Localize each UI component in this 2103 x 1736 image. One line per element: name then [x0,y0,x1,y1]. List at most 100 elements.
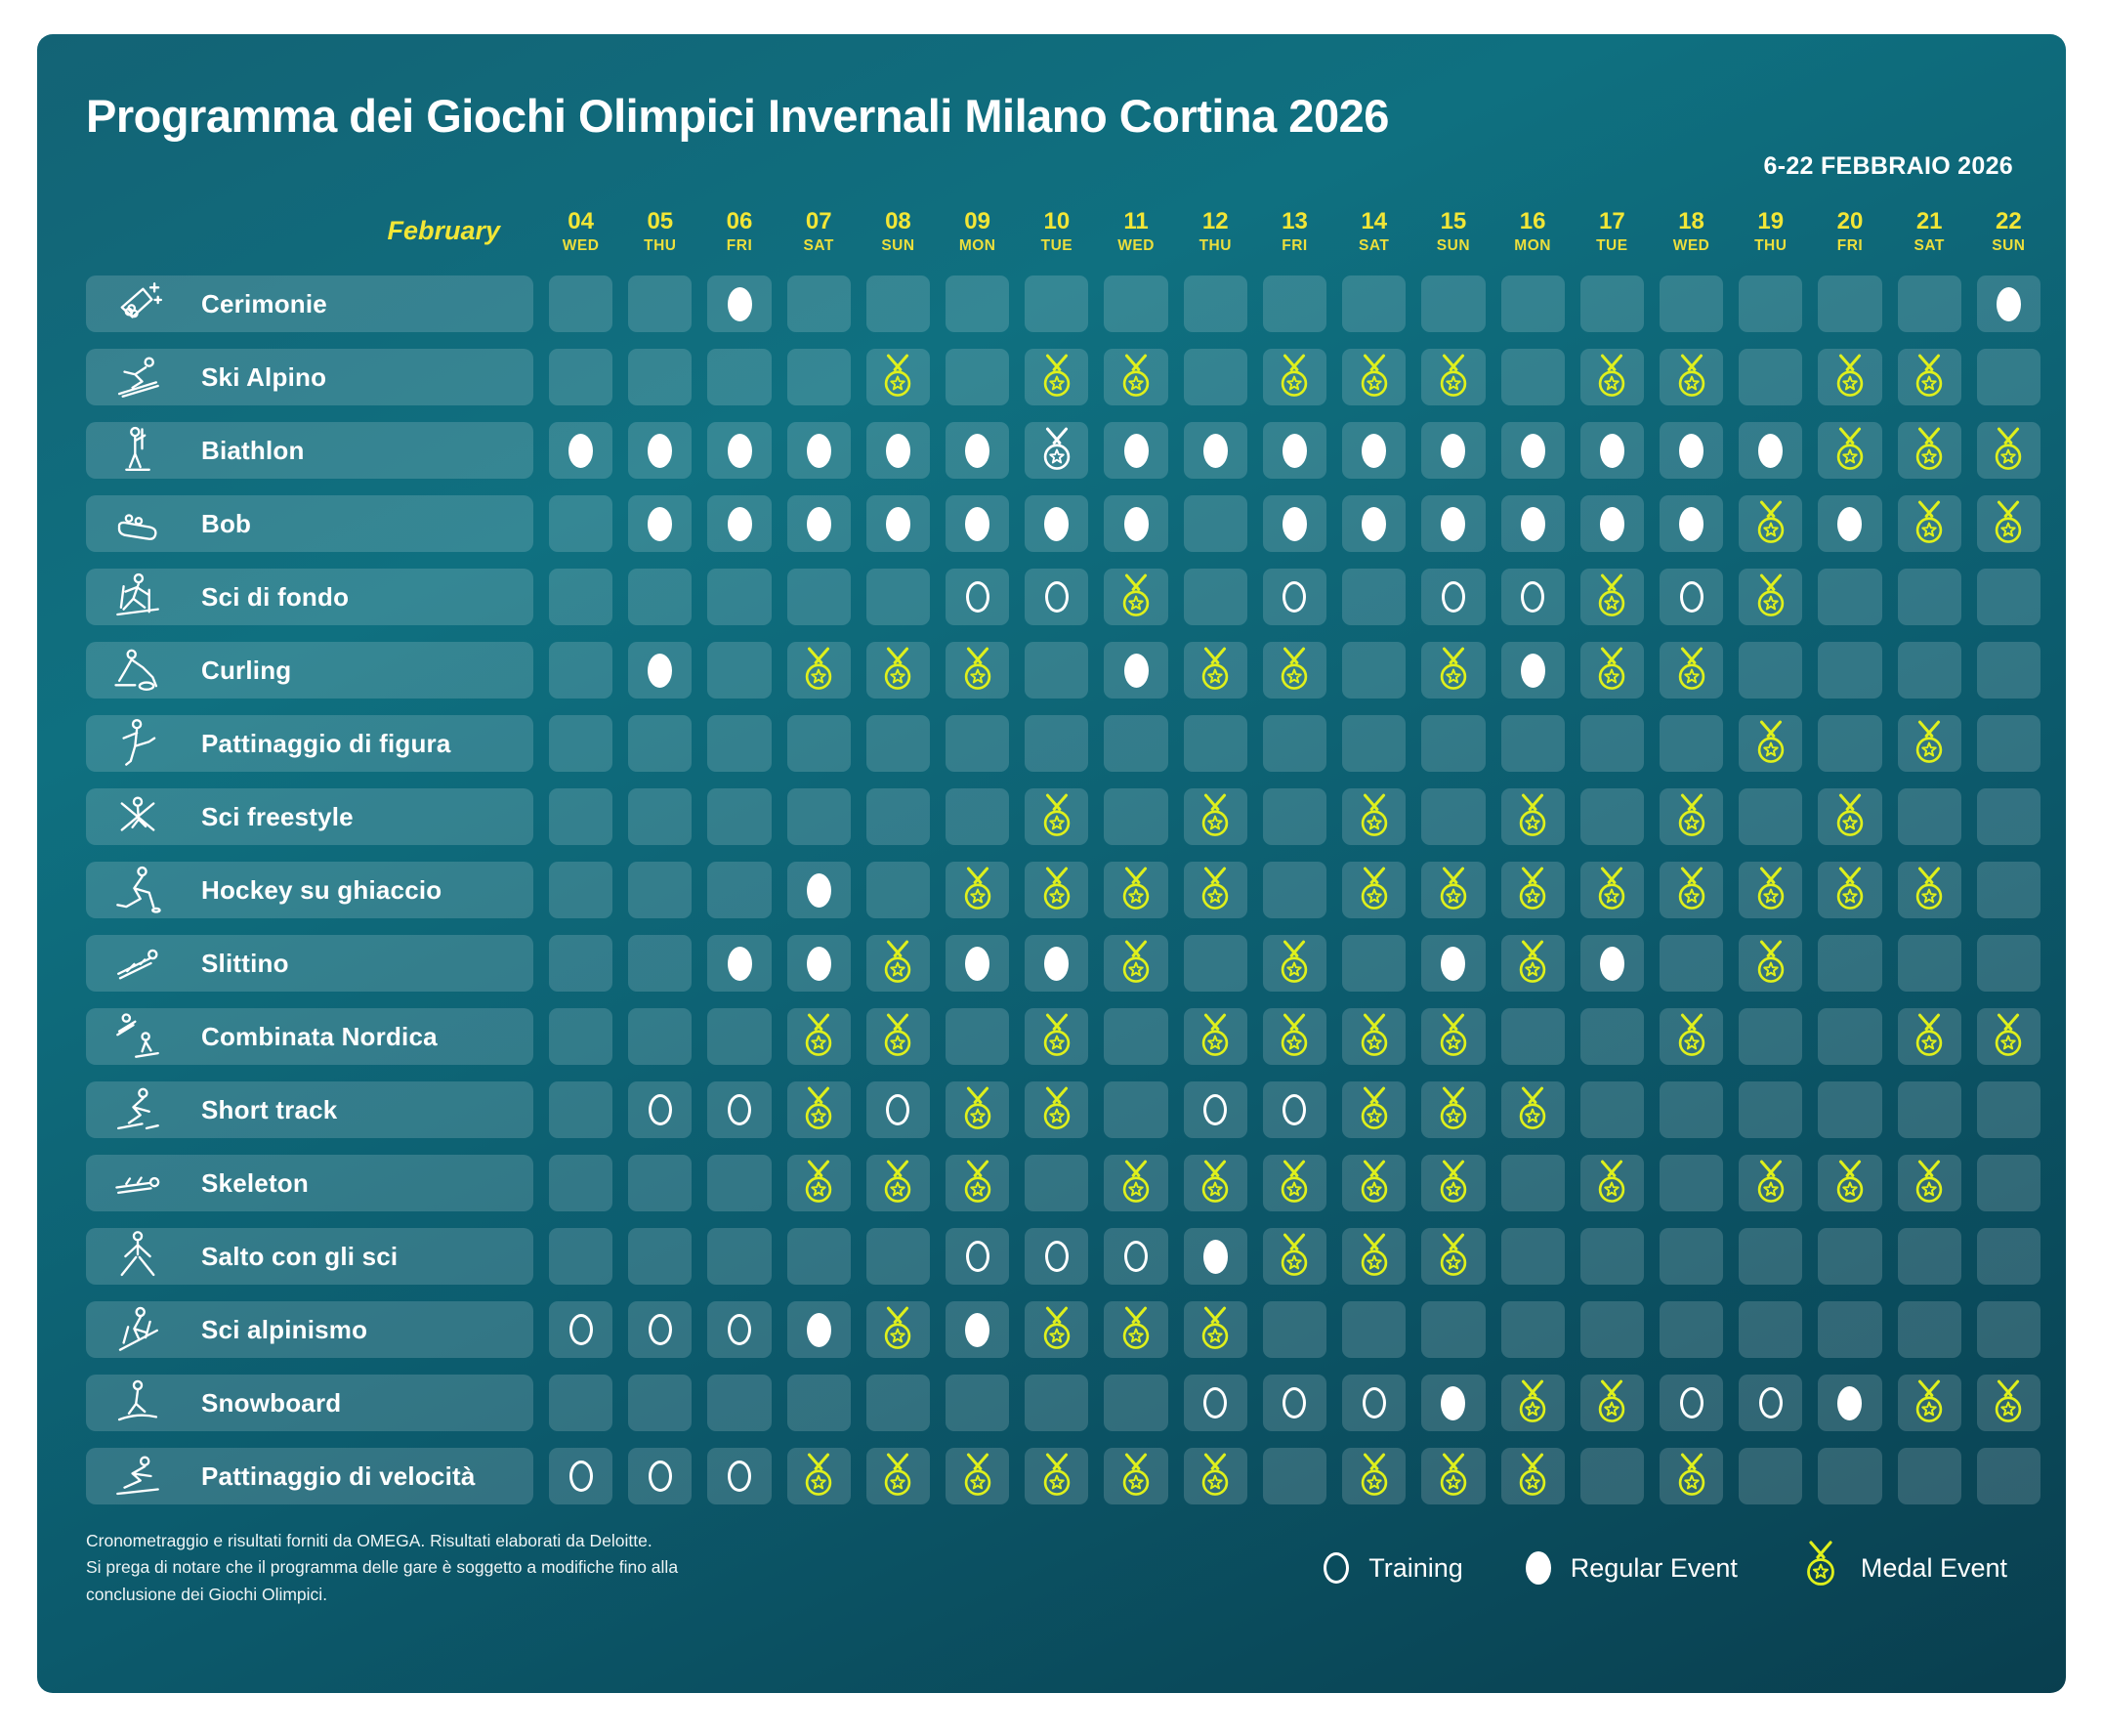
medal-icon [1361,1453,1387,1497]
schedule-cell [628,715,693,773]
day-number: 10 [1043,208,1071,234]
day-number: 08 [885,208,911,234]
schedule-cell [1104,1228,1168,1286]
schedule-cell [1897,1228,1961,1286]
day-number: 17 [1598,208,1625,234]
schedule-cell [1262,1448,1327,1505]
schedule-cell [946,788,1010,846]
regular-event-dot-icon [1837,506,1863,541]
curling-icon [114,649,158,692]
schedule-cell [1262,642,1327,699]
day-number: 22 [1996,208,2022,234]
schedule-cell [628,788,693,846]
training-circle-icon [1679,1387,1703,1419]
schedule-cell [1025,1228,1089,1286]
schedule-cell [628,495,693,553]
schedule-cell [1262,1081,1327,1139]
sport-name: Biathlon [201,435,305,465]
medal-icon [1915,1160,1943,1204]
schedule-cell [946,715,1010,773]
regular-event-dot-icon [1044,946,1070,981]
medal-icon [885,1013,911,1057]
short-track-icon [117,1088,159,1130]
regular-event-dot-icon [1282,433,1307,468]
medal-icon [805,647,832,691]
regular-event-dot-icon [1679,506,1704,541]
schedule-cell [946,1375,1010,1432]
sport-name: Hockey su ghiaccio [201,874,442,905]
schedule-cell [1976,642,2040,699]
schedule-cell [1818,422,1882,480]
schedule-grid: Cerimonie Ski Alpino Biathlon Bob Sci di fon… [86,275,2040,1505]
schedule-cell [1897,1081,1961,1139]
schedule-cell [549,1155,613,1212]
medal-icon [1043,427,1071,471]
schedule-cell [1818,1301,1882,1359]
day-header-22: 22 SUN [1977,206,2040,256]
day-header-10: 10 TUE [1025,206,1088,256]
medal-icon [1440,647,1467,691]
schedule-cell [1104,1301,1168,1359]
medal-icon [964,867,990,910]
medal-icon [1202,1160,1229,1204]
day-of-week: WED [562,237,600,255]
schedule-cell [1976,1448,2040,1505]
day-of-week: FRI [1282,237,1308,255]
schedule-cell [786,422,851,480]
schedule-cell [1500,1448,1565,1505]
day-of-week: SUN [1436,237,1471,255]
day-header-07: 07 SAT [787,206,851,256]
schedule-cell [1739,569,1803,626]
schedule-cell [1342,1008,1407,1066]
schedule-cell [865,715,931,773]
regular-event-dot-icon [1520,433,1545,468]
day-of-week: THU [1199,237,1232,255]
schedule-cell [1421,1375,1486,1432]
training-circle-icon [728,1094,752,1126]
schedule-cell [1579,349,1644,406]
schedule-cell [707,349,772,406]
schedule-cell [946,495,1010,553]
schedule-cell [1421,349,1486,406]
day-header-06: 06 FRI [707,206,771,256]
schedule-cell [1183,935,1247,993]
schedule-cell [1342,1155,1407,1212]
schedule-cell [1183,349,1247,406]
schedule-cell [1342,1081,1407,1139]
schedule-cell [628,1008,693,1066]
schedule-cell [707,1228,772,1286]
medal-icon [1519,940,1546,984]
regular-event-dot-icon [648,506,673,541]
schedule-cell [1025,349,1089,406]
regular-event-dot-icon [806,433,831,468]
day-of-week: SAT [1914,237,1945,255]
regular-event-dot-icon [806,946,831,981]
day-of-week: SAT [803,237,834,255]
schedule-cell [946,1155,1010,1212]
medal-icon [1757,1160,1784,1204]
medal-icon [1678,354,1704,398]
schedule-cell [946,1008,1010,1066]
schedule-cell [946,1301,1010,1359]
schedule-cell [1262,422,1327,480]
schedule-cell [1739,642,1803,699]
schedule-cell [1659,1008,1724,1066]
schedule-cell [865,862,931,919]
schedule-cell [1421,1301,1486,1359]
schedule-cell [1579,495,1644,553]
schedule-cell [549,1081,613,1139]
regular-event-dot-icon [1123,653,1149,688]
schedule-cell [1579,862,1644,919]
medal-icon [1836,427,1864,471]
regular-event-dot-icon [1996,286,2021,321]
medal-icon [805,1013,832,1057]
schedule-cell [1025,1301,1089,1359]
schedule-cell [1025,862,1089,919]
footnote-line: Cronometraggio e risultati forniti da OM… [86,1531,652,1551]
schedule-cell [1104,862,1168,919]
training-circle-icon [1203,1387,1228,1419]
day-of-week: MON [1514,237,1551,255]
medal-icon [964,647,990,691]
regular-event-dot-icon [648,433,673,468]
